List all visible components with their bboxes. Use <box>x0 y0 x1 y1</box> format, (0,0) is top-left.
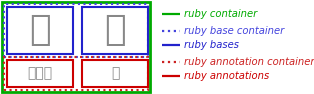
Text: じょう: じょう <box>27 66 52 80</box>
Bar <box>7 60 73 87</box>
Bar <box>4 57 148 90</box>
Bar <box>82 7 148 54</box>
Text: ruby annotations: ruby annotations <box>184 71 269 81</box>
Bar <box>4 4 148 57</box>
Text: ruby base container: ruby base container <box>184 26 284 36</box>
Text: ruby bases: ruby bases <box>184 40 239 50</box>
Bar <box>82 60 148 87</box>
Bar <box>7 7 73 54</box>
Text: ruby annotation container: ruby annotation container <box>184 57 314 67</box>
Text: ず: ず <box>111 66 119 80</box>
Text: 手: 手 <box>104 13 126 47</box>
Text: 上: 上 <box>29 13 51 47</box>
Bar <box>2 2 150 92</box>
Text: ruby container: ruby container <box>184 9 257 19</box>
